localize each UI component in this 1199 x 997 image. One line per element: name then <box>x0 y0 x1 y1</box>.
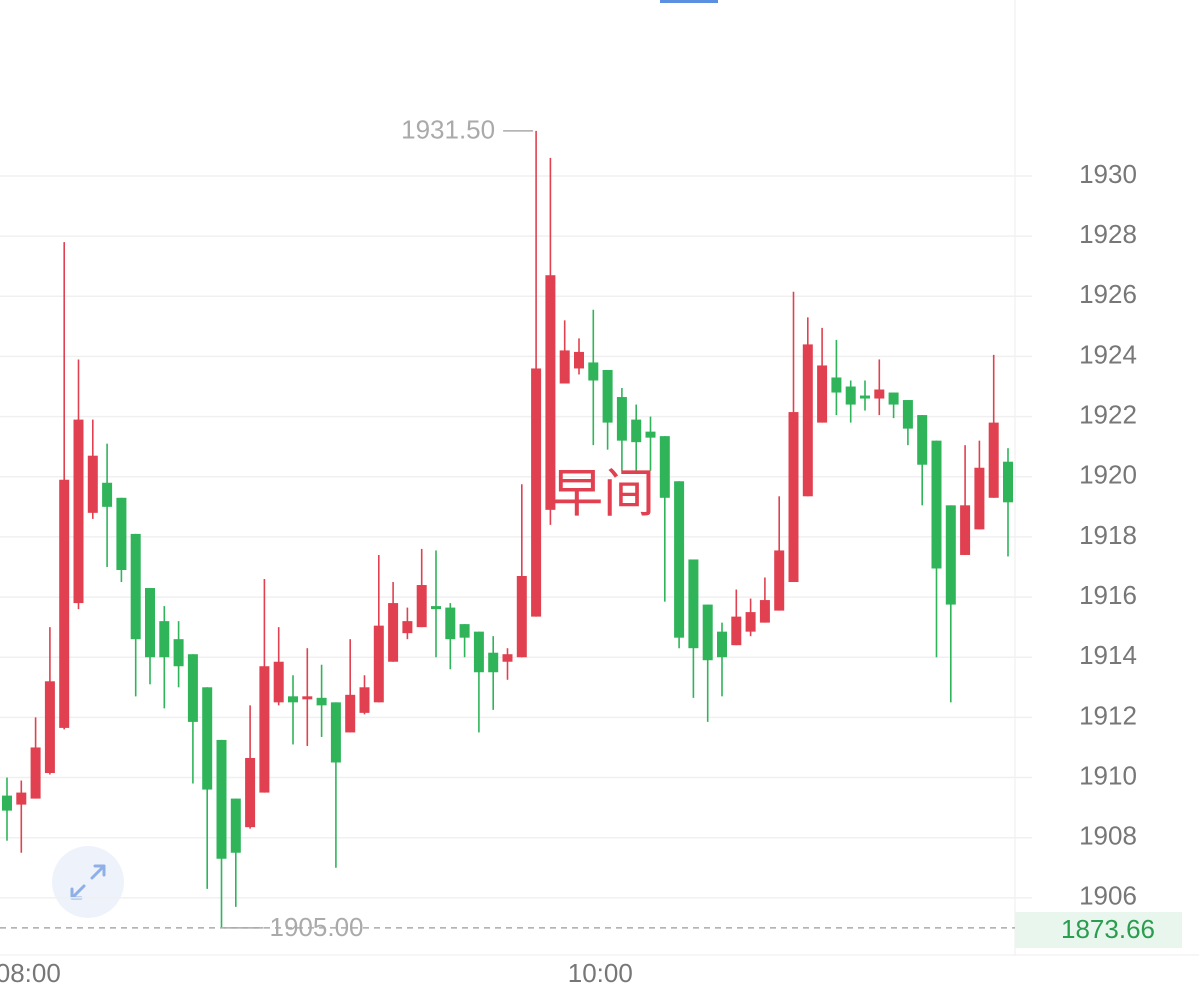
candle-body <box>230 798 241 853</box>
candle-body <box>631 419 642 443</box>
candle-body <box>674 481 685 638</box>
y-tick-label: 1908 <box>1079 821 1137 851</box>
high-marker-label: 1931.50 <box>401 115 495 145</box>
candle-body <box>788 412 799 583</box>
candle-body <box>888 392 899 405</box>
candle-body <box>416 585 427 628</box>
y-tick-label: 1922 <box>1079 399 1137 429</box>
candle-body <box>974 467 985 530</box>
candle-body <box>73 419 84 604</box>
candle-body <box>473 631 484 673</box>
y-tick-label: 1916 <box>1079 580 1137 610</box>
candle-body <box>259 666 270 793</box>
candle-body <box>44 681 55 774</box>
candle-body <box>559 350 570 384</box>
candle-body <box>802 344 813 497</box>
low-marker-label: 1905.00 <box>270 912 364 942</box>
candle-body <box>359 687 370 713</box>
x-tick-label: 08:00 <box>0 958 61 988</box>
candle-body <box>445 607 456 640</box>
candle-body <box>531 368 542 617</box>
candle-body <box>931 440 942 569</box>
candle-body <box>602 369 613 423</box>
candle-body <box>87 455 98 513</box>
y-tick-label: 1906 <box>1079 881 1137 911</box>
candle-body <box>774 550 785 611</box>
top-indicator <box>660 0 718 3</box>
y-tick-label: 1926 <box>1079 279 1137 309</box>
candle-body <box>817 365 828 423</box>
candle-body <box>831 377 842 393</box>
candle-body <box>30 747 41 799</box>
y-tick-label: 1912 <box>1079 700 1137 730</box>
candle-body <box>902 400 913 429</box>
candle-body <box>402 621 413 634</box>
candle-body <box>616 397 627 441</box>
candle-body <box>845 386 856 405</box>
candle-body <box>688 559 699 649</box>
candle-body <box>574 351 584 369</box>
candle-body <box>516 576 527 658</box>
candle-body <box>874 389 885 399</box>
last-price-box <box>1015 912 1182 948</box>
y-tick-label: 1928 <box>1079 219 1137 249</box>
y-tick-label: 1920 <box>1079 460 1137 490</box>
candle-body <box>187 654 198 722</box>
candle-body <box>316 697 327 706</box>
expand-button[interactable] <box>52 846 124 918</box>
y-tick-label: 1914 <box>1079 640 1137 670</box>
x-tick-label: 10:00 <box>568 958 633 988</box>
candle-body <box>116 497 127 570</box>
candle-body <box>702 604 713 661</box>
candle-body <box>130 533 141 640</box>
candle-body <box>245 757 256 828</box>
candle-body <box>1003 461 1013 503</box>
candle-body <box>860 395 870 399</box>
candle-body <box>459 624 470 638</box>
y-tick-label: 1924 <box>1079 339 1137 369</box>
candle-body <box>273 661 284 703</box>
candle-body <box>502 654 513 662</box>
candle-body <box>588 362 599 381</box>
candle-body <box>945 505 956 605</box>
candle-body <box>16 792 27 805</box>
candle-body <box>330 702 341 763</box>
candle-body <box>960 505 971 555</box>
candle-body <box>288 696 298 703</box>
candle-body <box>173 639 184 667</box>
candle-body <box>388 603 399 662</box>
candle-body <box>159 621 170 658</box>
y-tick-label: 1910 <box>1079 760 1137 790</box>
candle-body <box>731 616 742 646</box>
candle-body <box>717 631 727 658</box>
candle-body <box>745 612 756 632</box>
candle-body <box>659 436 670 498</box>
candle-body <box>145 588 155 658</box>
y-tick-label: 1918 <box>1079 520 1137 550</box>
candle-body <box>302 696 313 700</box>
candle-body <box>102 482 113 507</box>
y-tick-label: 1930 <box>1079 159 1137 189</box>
candle-body <box>988 422 999 498</box>
candle-body <box>645 431 656 438</box>
candle-body <box>2 795 12 811</box>
candle-body <box>202 687 213 790</box>
expand-button-bg[interactable] <box>52 846 124 918</box>
candle-body <box>345 694 356 733</box>
candle-body <box>216 739 227 859</box>
candle-body <box>759 600 770 623</box>
candle-body <box>545 275 556 510</box>
candle-body <box>488 652 499 673</box>
session-label: 早间 <box>551 466 655 524</box>
candle-body <box>917 415 928 465</box>
candle-body <box>431 606 441 610</box>
candle-body <box>59 479 70 728</box>
candle-body <box>373 625 384 703</box>
last-price-label: 1873.66 <box>1061 914 1155 944</box>
